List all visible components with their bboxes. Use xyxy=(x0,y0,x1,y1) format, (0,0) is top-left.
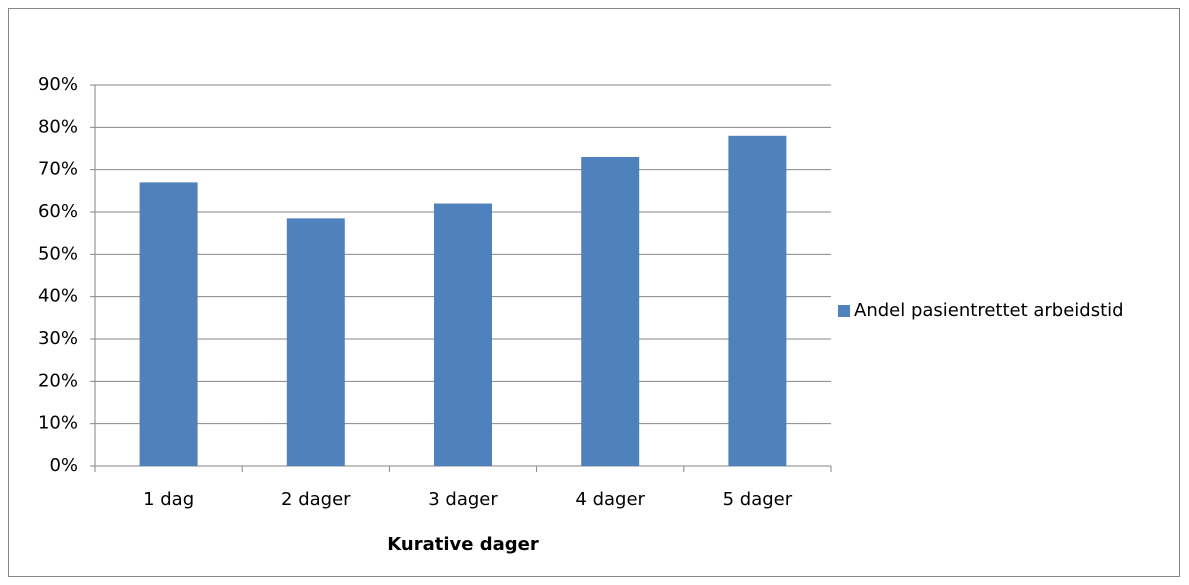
x-tick-label: 5 dager xyxy=(723,489,793,510)
y-tick-label: 50% xyxy=(38,243,78,264)
legend-label: Andel pasientrettet arbeidstid xyxy=(854,300,1124,321)
y-tick-label: 70% xyxy=(38,159,78,180)
x-tick-label: 3 dager xyxy=(428,489,498,510)
bar xyxy=(434,203,492,467)
bar xyxy=(728,135,787,467)
x-tick-label: 2 dager xyxy=(281,489,351,510)
y-tick-label: 40% xyxy=(38,286,78,307)
x-tick-label: 1 dag xyxy=(143,489,194,510)
x-axis-title: Kurative dager xyxy=(387,534,539,555)
bar xyxy=(139,182,198,466)
bar xyxy=(286,218,345,466)
y-tick-label: 80% xyxy=(38,116,78,137)
legend-swatch xyxy=(838,305,850,317)
y-tick-label: 20% xyxy=(38,370,78,391)
y-tick-label: 90% xyxy=(38,74,78,95)
bar xyxy=(581,156,640,466)
y-tick-label: 0% xyxy=(49,455,78,476)
y-tick-label: 60% xyxy=(38,201,78,222)
x-tick-label: 4 dager xyxy=(575,489,645,510)
y-tick-label: 30% xyxy=(38,328,78,349)
y-tick-label: 10% xyxy=(38,413,78,434)
